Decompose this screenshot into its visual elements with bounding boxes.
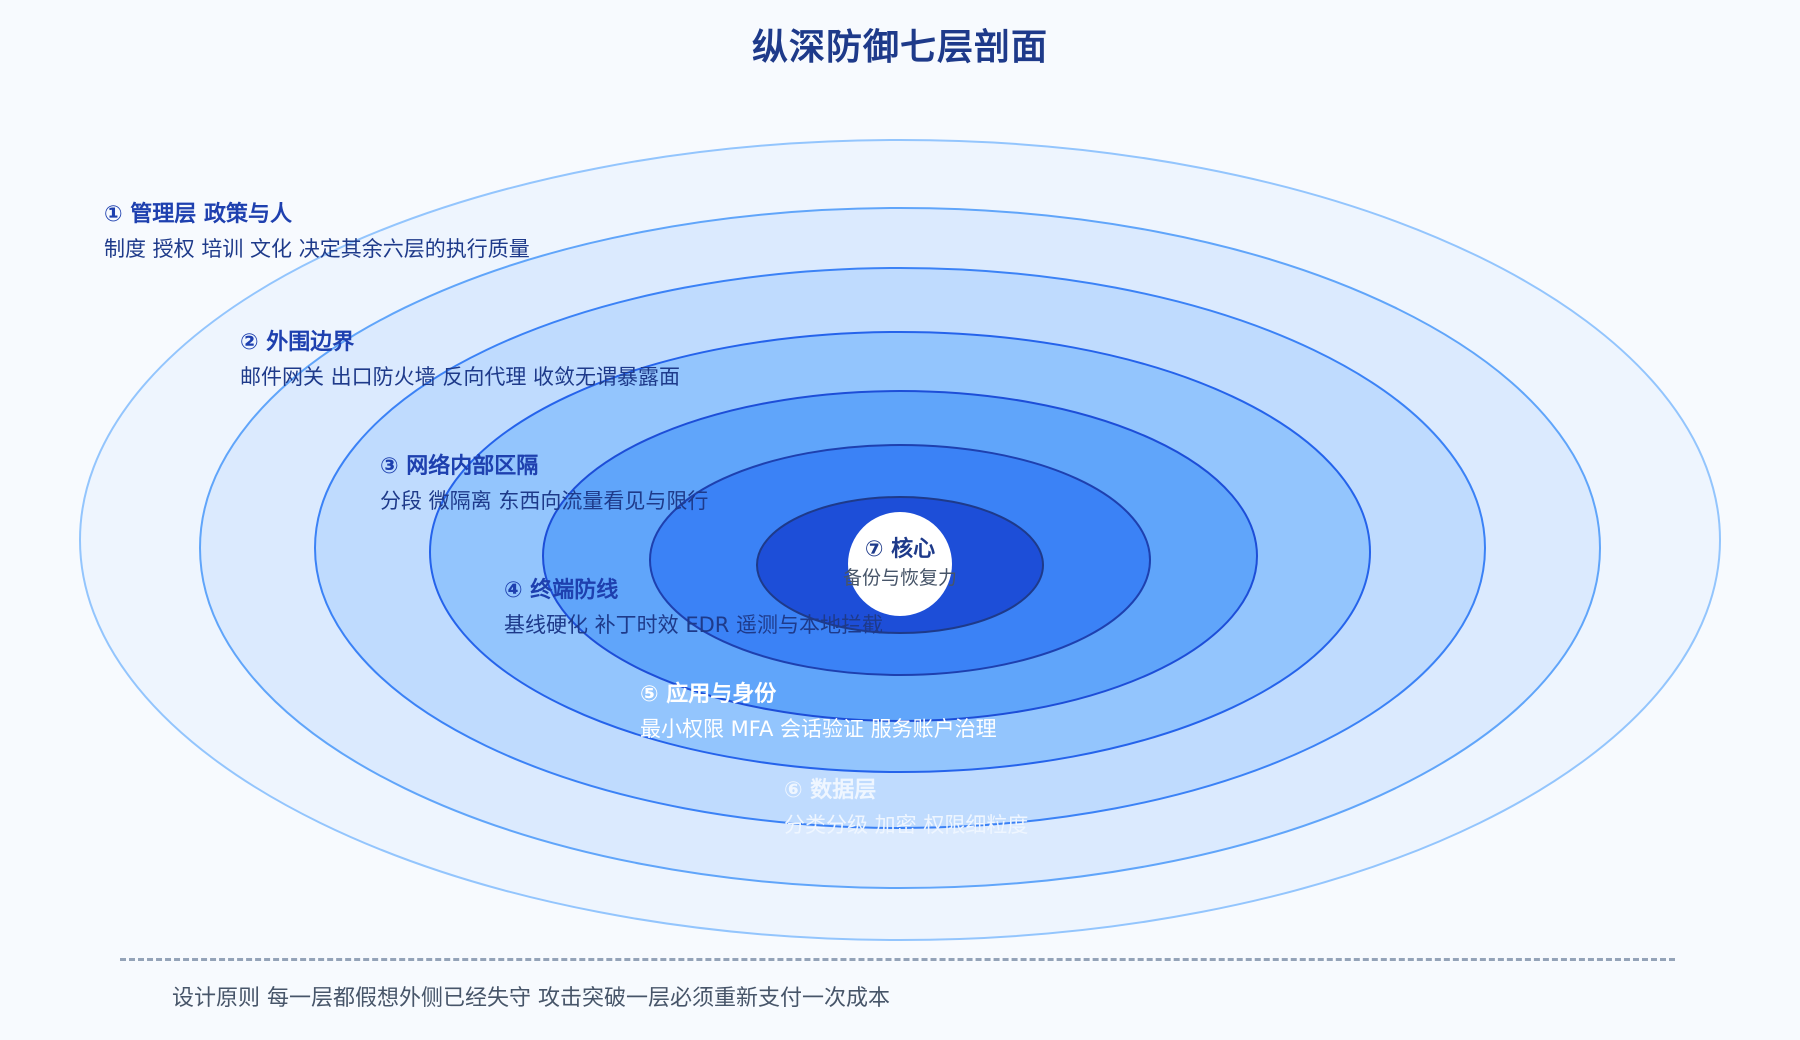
layer-1-name: ① 管理层 政策与人 [104, 202, 292, 227]
layer-6-label: ⑥ 数据层 分类分级 加密 权限细粒度 [784, 776, 1028, 840]
layer-5-label: ⑤ 应用与身份 最小权限 MFA 会话验证 服务账户治理 [640, 680, 997, 744]
layer-4-name: ④ 终端防线 [504, 578, 619, 603]
design-principle-footer: 设计原则 每一层都假想外侧已经失守 攻击突破一层必须重新支付一次成本 [172, 986, 890, 1011]
core-label: ⑦ 核心 备份与恢复力 [800, 535, 1000, 591]
layer-1-label: ① 管理层 政策与人 制度 授权 培训 文化 决定其余六层的执行质量 [104, 200, 530, 264]
page-title: 纵深防御七层剖面 [751, 27, 1048, 68]
core-desc: 备份与恢复力 [842, 567, 957, 589]
layer-3-desc: 分段 微隔离 东西向流量看见与限行 [380, 489, 709, 513]
core-name: ⑦ 核心 [864, 537, 936, 562]
layer-6-desc: 分类分级 加密 权限细粒度 [784, 813, 1029, 837]
layer-3-label: ③ 网络内部区隔 分段 微隔离 东西向流量看见与限行 [380, 452, 708, 516]
layer-2-label: ② 外围边界 邮件网关 出口防火墙 反向代理 收敛无谓暴露面 [240, 328, 680, 392]
footer-divider [120, 958, 1675, 961]
layer-1-desc: 制度 授权 培训 文化 决定其余六层的执行质量 [104, 237, 530, 261]
layer-4-label: ④ 终端防线 基线硬化 补丁时效 EDR 遥测与本地拦截 [504, 576, 883, 640]
layer-5-desc: 最小权限 MFA 会话验证 服务账户治理 [640, 717, 997, 741]
layer-2-desc: 邮件网关 出口防火墙 反向代理 收敛无谓暴露面 [240, 365, 681, 389]
layer-2-name: ② 外围边界 [240, 330, 355, 355]
layer-3-name: ③ 网络内部区隔 [380, 454, 539, 479]
layer-5-name: ⑤ 应用与身份 [640, 682, 777, 707]
layer-4-desc: 基线硬化 补丁时效 EDR 遥测与本地拦截 [504, 613, 884, 637]
layer-6-name: ⑥ 数据层 [784, 778, 877, 803]
core-badge [848, 512, 952, 616]
